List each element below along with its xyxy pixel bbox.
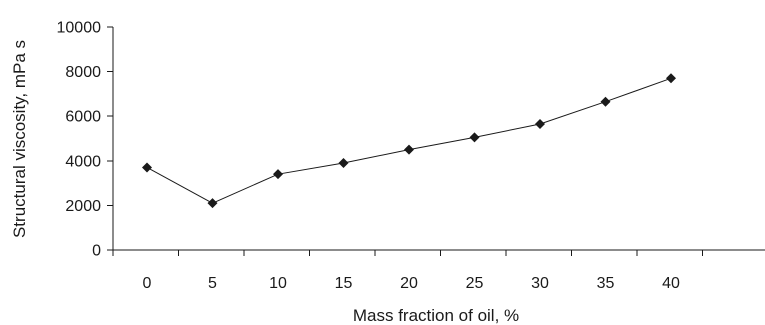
x-tick-label: 30 <box>531 275 549 292</box>
y-tick-label: 6000 <box>65 109 101 126</box>
x-tick-label: 5 <box>208 275 217 292</box>
x-tick-label: 25 <box>466 275 484 292</box>
data-point-diamond <box>600 96 611 107</box>
x-axis-title: Mass fraction of oil, % <box>353 306 519 325</box>
x-tick-label: 15 <box>335 275 353 292</box>
y-axis: 0 2000 4000 6000 8000 10000 <box>57 20 114 260</box>
y-tick-label: 8000 <box>65 64 101 81</box>
y-tick-label: 0 <box>92 243 101 260</box>
data-point-diamond <box>666 73 676 84</box>
data-point-diamond <box>404 144 414 155</box>
data-point-diamond <box>207 198 218 209</box>
y-tick-label: 4000 <box>65 153 101 170</box>
x-tick-label: 40 <box>662 275 680 292</box>
x-tick-label: 35 <box>597 275 615 292</box>
x-tick-label: 20 <box>400 275 418 292</box>
data-point-diamond <box>142 162 152 173</box>
data-point-diamond <box>469 132 480 143</box>
data-point-diamond <box>273 169 283 180</box>
y-axis-title: Structural viscosity, mPa s <box>10 40 29 238</box>
y-tick-label: 2000 <box>65 198 101 215</box>
x-tick-label: 0 <box>143 275 152 292</box>
data-point-diamond <box>338 158 349 169</box>
x-tick-label: 10 <box>269 275 287 292</box>
series-structural-viscosity <box>142 73 676 209</box>
data-point-diamond <box>535 119 545 130</box>
y-tick-label: 10000 <box>57 20 102 37</box>
series-line <box>146 77 672 204</box>
x-axis: 0 5 10 15 20 25 30 35 40 <box>112 249 765 292</box>
